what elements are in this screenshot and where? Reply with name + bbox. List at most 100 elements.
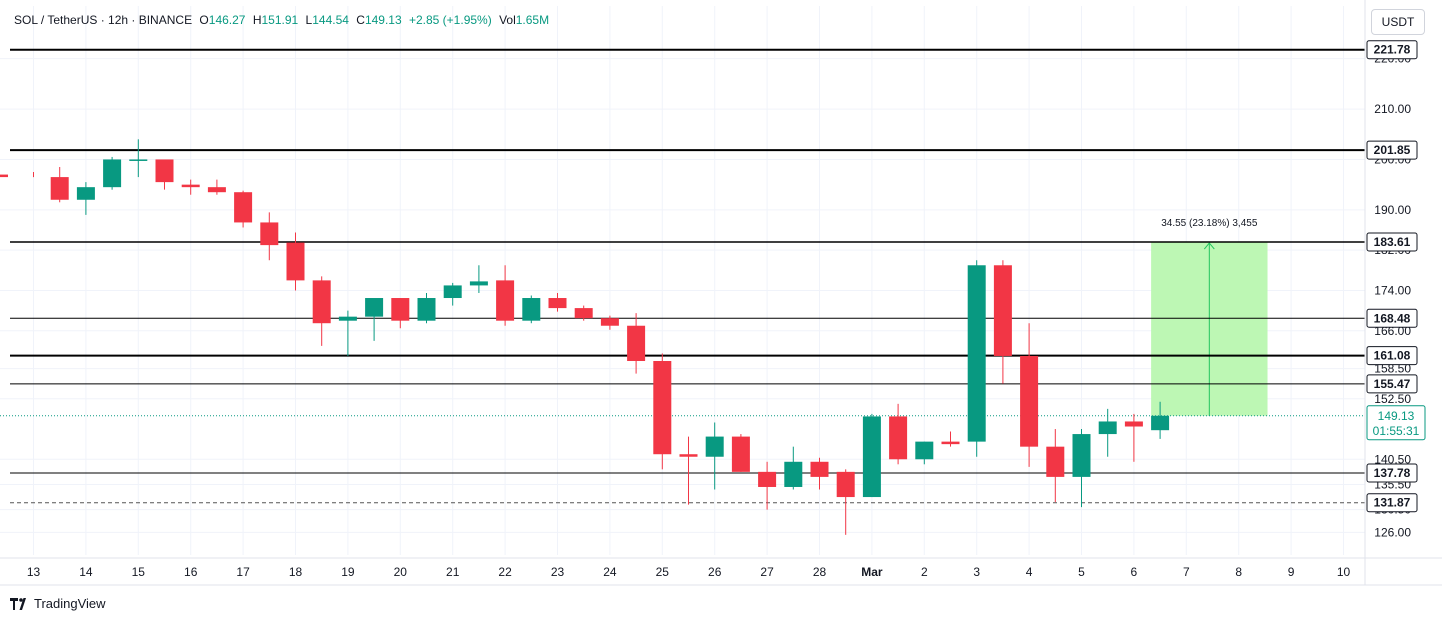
price-axis-labels: 221.78 201.85 183.61 168.48 161.08 155.47 137.… xyxy=(1366,40,1426,513)
x-tick-label: 28 xyxy=(813,565,827,579)
open-value: 146.27 xyxy=(208,13,246,27)
x-tick-label: 21 xyxy=(446,565,460,579)
y-tick-label: 126.00 xyxy=(1374,525,1411,539)
level-price-tag xyxy=(1366,232,1418,252)
tradingview-brand[interactable]: TradingView xyxy=(10,596,106,611)
level-price-label: 168.48 xyxy=(1374,311,1411,325)
x-tick-label: 15 xyxy=(132,565,146,579)
candle-body xyxy=(155,159,174,183)
y-tick-label: 210.00 xyxy=(1374,102,1411,116)
level-price-tag xyxy=(1366,346,1418,366)
x-tick-label: 14 xyxy=(79,565,93,579)
high-value: 151.91 xyxy=(261,13,299,27)
candle-body xyxy=(103,159,122,188)
low-label: L xyxy=(305,13,313,27)
level-price-label: 137.78 xyxy=(1374,466,1411,480)
change-value: +2.85 (+1.95%) xyxy=(408,13,492,27)
candle-body xyxy=(627,325,646,362)
x-tick-label: 16 xyxy=(184,565,198,579)
y-tick-label: 158.50 xyxy=(1374,362,1411,376)
candle-body xyxy=(548,298,567,309)
candle-body xyxy=(889,416,908,460)
x-tick-label: 7 xyxy=(1183,565,1190,579)
countdown-label: 01:55:31 xyxy=(1373,424,1420,438)
y-tick-label: 174.00 xyxy=(1374,283,1411,297)
measure-label: 34.55 (23.18%) 3,455 xyxy=(1161,218,1258,229)
close-label: C xyxy=(356,13,365,27)
candle-body xyxy=(129,159,148,161)
measure-arrow-head xyxy=(1203,242,1215,250)
y-tick-label: 152.50 xyxy=(1374,392,1411,406)
candle-body xyxy=(574,308,593,319)
candle-body xyxy=(286,242,305,281)
candle-body xyxy=(862,416,881,498)
x-tick-label: 25 xyxy=(656,565,670,579)
level-price-tag xyxy=(1366,308,1418,328)
candle-body xyxy=(417,298,436,321)
candle-body xyxy=(1046,446,1065,477)
x-tick-label: 9 xyxy=(1288,565,1295,579)
high-label: H xyxy=(252,13,262,27)
level-price-tag xyxy=(1366,493,1418,513)
candle-body xyxy=(600,318,619,326)
candle-body xyxy=(731,436,750,472)
candle-body xyxy=(1098,421,1117,435)
x-tick-label: 13 xyxy=(27,565,41,579)
candle-body xyxy=(993,265,1012,356)
x-tick-label: 4 xyxy=(1026,565,1033,579)
level-price-label: 161.08 xyxy=(1374,349,1411,363)
candle-body xyxy=(653,361,672,455)
close-value: 149.13 xyxy=(364,13,402,27)
x-tick-label: 2 xyxy=(921,565,928,579)
y-tick-label: 140.50 xyxy=(1374,452,1411,466)
x-tick-label: 3 xyxy=(973,565,980,579)
currency-button[interactable]: USDT xyxy=(1371,9,1425,35)
low-value: 144.54 xyxy=(312,13,349,27)
price-range-measure[interactable]: 34.55 (23.18%) 3,455 xyxy=(1151,218,1268,416)
level-price-label: 183.61 xyxy=(1374,235,1411,249)
x-tick-label: 19 xyxy=(341,565,355,579)
symbol-header: SOL / TetherUS · 12h · BINANCE O146.27 H… xyxy=(14,13,553,27)
x-tick-label: 27 xyxy=(760,565,774,579)
volume-label: Vol xyxy=(499,13,516,27)
x-tick-label: 10 xyxy=(1337,565,1351,579)
level-price-label: 155.47 xyxy=(1374,377,1411,391)
x-tick-label: 5 xyxy=(1078,565,1085,579)
candle-body xyxy=(1020,355,1039,447)
candle-body xyxy=(50,177,69,200)
horizontal-levels[interactable] xyxy=(0,48,1365,504)
candle-body xyxy=(391,298,410,321)
level-price-label: 221.78 xyxy=(1374,43,1411,57)
candle-body xyxy=(836,471,855,498)
candle-body xyxy=(312,280,331,324)
candle-body xyxy=(1151,415,1170,431)
candle-body xyxy=(941,441,960,445)
x-tick-label: 20 xyxy=(394,565,408,579)
x-tick-label: 17 xyxy=(236,565,250,579)
volume-value: 1.65M xyxy=(515,13,550,27)
candle-body xyxy=(234,192,253,223)
candle-body xyxy=(679,454,698,457)
x-tick-label: 8 xyxy=(1235,565,1242,579)
open-label: O xyxy=(199,13,209,27)
candle-body xyxy=(705,436,724,457)
candle-body xyxy=(260,222,279,246)
candle-body xyxy=(810,461,829,477)
x-tick-label: 22 xyxy=(498,565,512,579)
candle-body xyxy=(181,184,200,188)
candle-body xyxy=(207,187,226,193)
candle-body xyxy=(76,187,95,200)
current-price-tag xyxy=(1366,405,1426,441)
candle-body xyxy=(1072,434,1091,477)
candle-body xyxy=(338,316,357,321)
symbol-title[interactable]: SOL / TetherUS · 12h · BINANCE xyxy=(14,13,193,27)
candle-body xyxy=(443,285,462,299)
level-price-label: 201.85 xyxy=(1374,143,1411,157)
x-tick-label: Mar xyxy=(861,565,883,579)
y-tick-label: 190.00 xyxy=(1374,203,1411,217)
x-tick-label: 6 xyxy=(1131,565,1138,579)
current-price-label: 149.13 xyxy=(1378,409,1415,423)
candle-body xyxy=(915,441,934,460)
brand-name: TradingView xyxy=(34,596,106,611)
